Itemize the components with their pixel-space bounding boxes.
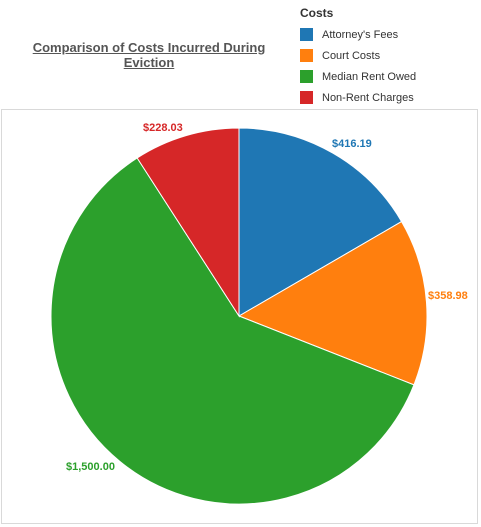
legend-item-attorneys-fees[interactable]: Attorney's Fees bbox=[300, 24, 475, 45]
plot-area bbox=[1, 109, 478, 524]
pie-slice-non-rent-charges[interactable] bbox=[136, 127, 240, 318]
pie-slice-median-rent-owed[interactable] bbox=[50, 157, 415, 505]
data-label-median-rent-owed: $1,500.00 bbox=[66, 461, 115, 473]
legend-item-non-rent-charges[interactable]: Non-Rent Charges bbox=[300, 87, 475, 108]
legend-label: Median Rent Owed bbox=[322, 70, 417, 83]
legend: Costs Attorney's Fees Court Costs Median… bbox=[300, 6, 475, 108]
legend-title: Costs bbox=[300, 6, 334, 20]
pie-slice-court-costs[interactable] bbox=[237, 220, 428, 386]
legend-label: Court Costs bbox=[322, 49, 381, 62]
data-label-attorney-s-fees: $416.19 bbox=[332, 138, 372, 150]
legend-swatch bbox=[300, 49, 313, 62]
data-label-non-rent-charges: $228.03 bbox=[143, 122, 183, 134]
legend-label: Non-Rent Charges bbox=[322, 91, 414, 104]
legend-swatch bbox=[300, 70, 313, 83]
chart-title: Comparison of Costs Incurred During Evic… bbox=[32, 40, 266, 70]
legend-swatch bbox=[300, 28, 313, 41]
pie-slice-attorney-s-fees[interactable] bbox=[238, 127, 403, 317]
legend-item-median-rent-owed[interactable]: Median Rent Owed bbox=[300, 66, 475, 87]
data-label-court-costs: $358.98 bbox=[428, 290, 468, 302]
legend-item-court-costs[interactable]: Court Costs bbox=[300, 45, 475, 66]
legend-label: Attorney's Fees bbox=[322, 28, 399, 41]
legend-swatch bbox=[300, 91, 313, 104]
